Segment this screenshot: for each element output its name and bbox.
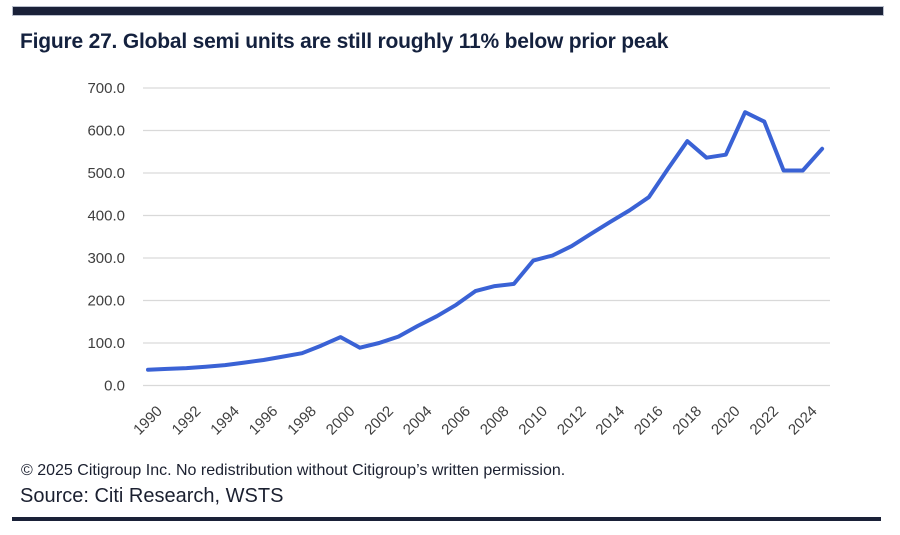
x-axis-label: 1996	[246, 403, 282, 439]
x-axis-label: 2004	[400, 403, 436, 439]
y-axis-label: 100.0	[87, 335, 125, 352]
x-axis-label: 2000	[323, 403, 359, 439]
x-axis-label: 2012	[554, 403, 590, 439]
figure-title: Figure 27. Global semi units are still r…	[20, 30, 669, 53]
footer-copyright: © 2025 Citigroup Inc. No redistribution …	[21, 462, 566, 479]
x-axis-label: 1994	[207, 403, 243, 439]
y-axis-label: 500.0	[87, 165, 125, 182]
x-axis-label: 2016	[631, 403, 667, 439]
bottom-rule	[12, 517, 881, 521]
y-axis-label: 200.0	[87, 293, 125, 310]
x-axis-label: 2008	[477, 403, 513, 439]
x-axis-label: 2022	[747, 403, 783, 439]
x-axis-label: 2024	[785, 403, 821, 439]
y-axis-label: 700.0	[87, 80, 125, 97]
y-axis-label: 400.0	[87, 208, 125, 225]
x-axis-label: 1990	[130, 403, 166, 439]
y-axis-label: 600.0	[87, 123, 125, 140]
x-axis-label: 2018	[669, 403, 705, 439]
x-axis-label: 2002	[361, 403, 397, 439]
x-axis-label: 2010	[515, 403, 551, 439]
x-axis-label: 1998	[284, 403, 320, 439]
x-axis-label: 2006	[438, 403, 474, 439]
footer-source: Source: Citi Research, WSTS	[20, 485, 284, 507]
top-accent-bar	[12, 6, 884, 16]
y-axis-label: 300.0	[87, 250, 125, 267]
y-axis-label: 0.0	[104, 378, 125, 395]
x-axis-label: 2020	[708, 403, 744, 439]
x-axis-label: 1992	[169, 403, 205, 439]
data-line	[146, 110, 825, 372]
x-axis-label: 2014	[592, 403, 628, 439]
